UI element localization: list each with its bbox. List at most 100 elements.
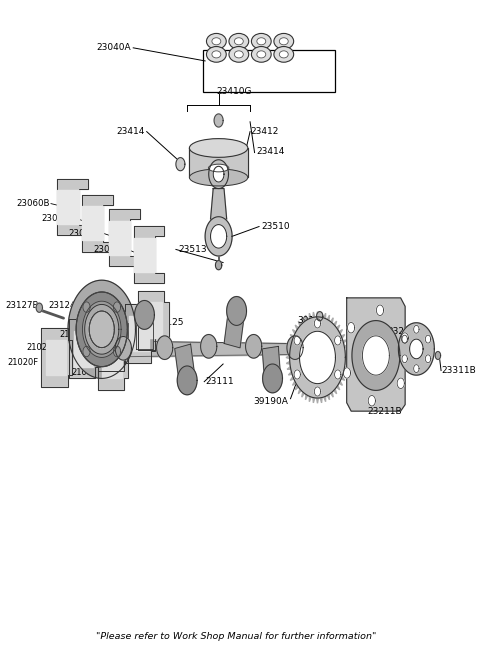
Polygon shape	[425, 335, 431, 343]
Polygon shape	[138, 291, 169, 350]
Text: 21020F: 21020F	[96, 310, 128, 319]
Polygon shape	[402, 335, 408, 343]
Polygon shape	[82, 206, 103, 240]
Ellipse shape	[257, 51, 266, 58]
Text: 21020D: 21020D	[83, 322, 115, 331]
Polygon shape	[213, 167, 224, 182]
Polygon shape	[262, 346, 281, 380]
Polygon shape	[339, 381, 342, 385]
Polygon shape	[113, 302, 120, 312]
Text: 23124B: 23124B	[48, 301, 82, 310]
Polygon shape	[302, 392, 304, 397]
Polygon shape	[83, 301, 121, 358]
Polygon shape	[327, 315, 329, 321]
Ellipse shape	[208, 164, 229, 172]
Polygon shape	[327, 394, 329, 400]
Polygon shape	[309, 313, 311, 319]
Polygon shape	[295, 385, 299, 390]
Polygon shape	[109, 220, 131, 255]
Ellipse shape	[252, 47, 271, 62]
Polygon shape	[214, 114, 223, 127]
Polygon shape	[84, 304, 119, 354]
Polygon shape	[294, 370, 300, 379]
Polygon shape	[331, 318, 333, 323]
Polygon shape	[409, 339, 423, 359]
Text: 23060B: 23060B	[41, 213, 75, 222]
Polygon shape	[299, 321, 301, 326]
Polygon shape	[136, 315, 153, 349]
Polygon shape	[289, 317, 345, 398]
Polygon shape	[190, 148, 248, 177]
Ellipse shape	[206, 33, 226, 49]
Text: 23040A: 23040A	[96, 43, 131, 52]
Text: 23111: 23111	[205, 377, 234, 386]
Polygon shape	[313, 312, 315, 318]
Polygon shape	[345, 361, 348, 364]
Polygon shape	[335, 336, 341, 345]
Polygon shape	[302, 318, 304, 323]
Polygon shape	[57, 178, 88, 236]
Polygon shape	[300, 331, 336, 384]
Polygon shape	[335, 370, 341, 379]
Text: 23410G: 23410G	[216, 87, 252, 96]
Polygon shape	[324, 313, 325, 319]
Polygon shape	[69, 319, 100, 379]
Text: 23226B: 23226B	[387, 327, 421, 336]
Text: 39190A: 39190A	[253, 397, 288, 406]
Polygon shape	[134, 300, 155, 329]
Polygon shape	[294, 336, 300, 345]
Polygon shape	[263, 364, 282, 393]
Polygon shape	[211, 224, 227, 248]
Text: 23414: 23414	[116, 127, 144, 136]
Polygon shape	[74, 331, 94, 367]
Polygon shape	[345, 356, 349, 359]
Polygon shape	[286, 351, 290, 354]
Text: 39191: 39191	[298, 316, 326, 325]
Polygon shape	[352, 321, 400, 390]
Ellipse shape	[190, 169, 248, 186]
Polygon shape	[334, 321, 336, 326]
Polygon shape	[176, 157, 185, 171]
Polygon shape	[175, 344, 195, 382]
Polygon shape	[368, 396, 375, 406]
Ellipse shape	[190, 138, 248, 157]
Polygon shape	[246, 335, 262, 358]
Polygon shape	[76, 292, 127, 367]
Polygon shape	[216, 260, 222, 270]
Polygon shape	[343, 372, 347, 375]
Polygon shape	[435, 352, 441, 359]
Polygon shape	[286, 361, 290, 364]
Ellipse shape	[279, 51, 288, 58]
Polygon shape	[46, 340, 66, 375]
Polygon shape	[211, 188, 227, 219]
Ellipse shape	[257, 38, 266, 45]
Polygon shape	[345, 351, 348, 354]
Text: 23060B: 23060B	[68, 228, 102, 237]
Polygon shape	[156, 336, 173, 359]
Bar	[203, 50, 336, 92]
Polygon shape	[82, 195, 113, 251]
Polygon shape	[414, 325, 419, 333]
Ellipse shape	[229, 47, 249, 62]
Polygon shape	[292, 329, 296, 334]
Text: 21020D: 21020D	[26, 343, 59, 352]
Polygon shape	[288, 372, 292, 375]
Polygon shape	[324, 396, 325, 401]
Polygon shape	[102, 343, 122, 379]
Text: 23211B: 23211B	[367, 407, 402, 417]
Polygon shape	[336, 325, 340, 330]
Polygon shape	[201, 335, 217, 358]
Polygon shape	[343, 340, 347, 343]
Polygon shape	[205, 216, 232, 256]
Polygon shape	[286, 356, 289, 359]
Polygon shape	[343, 368, 350, 379]
Polygon shape	[290, 335, 294, 338]
Polygon shape	[89, 311, 114, 348]
Polygon shape	[320, 398, 322, 403]
Polygon shape	[317, 312, 318, 317]
Polygon shape	[109, 209, 140, 266]
Polygon shape	[287, 336, 303, 359]
Polygon shape	[115, 337, 132, 360]
Polygon shape	[344, 346, 348, 348]
Polygon shape	[362, 336, 389, 375]
